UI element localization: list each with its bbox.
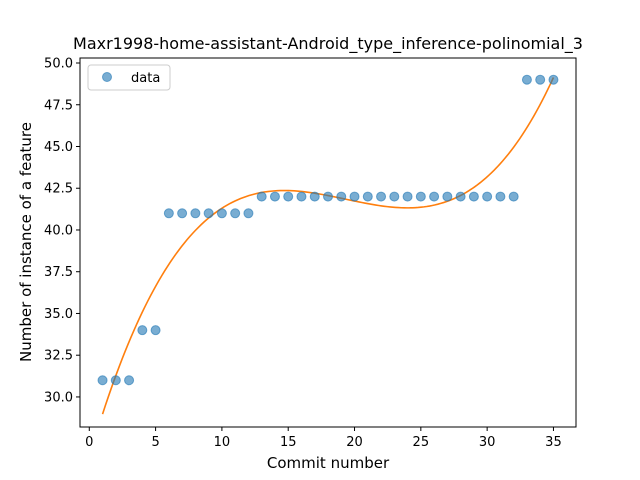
data-point: [482, 191, 493, 202]
data-point: [495, 191, 506, 202]
data-point: [283, 191, 294, 202]
data-point: [97, 375, 108, 386]
data-point: [177, 208, 188, 219]
data-point: [508, 191, 519, 202]
data-point: [150, 325, 161, 336]
data-point: [323, 191, 333, 202]
data-point: [163, 208, 174, 219]
data-point: [296, 191, 307, 202]
x-tick-label: 20: [346, 435, 363, 450]
x-axis-label: Commit number: [267, 454, 390, 472]
y-tick-label: 42.5: [44, 182, 73, 197]
plot-area: [97, 74, 559, 415]
x-tick-label: 5: [151, 435, 159, 450]
y-axis: 30.0 32.5 35.0 37.5 40.0 42.5 45.0 47.5 50.0: [44, 57, 80, 405]
data-point: [124, 375, 135, 386]
data-point: [521, 74, 532, 85]
fit-line: [101, 77, 555, 415]
data-point: [203, 208, 214, 219]
data-point: [362, 191, 373, 202]
data-point: [535, 74, 546, 85]
data-point: [269, 191, 280, 202]
data-point: [243, 208, 254, 219]
data-point: [455, 191, 466, 202]
data-point: [389, 191, 400, 202]
y-tick-label: 45.0: [44, 140, 73, 155]
y-tick-label: 47.5: [44, 98, 73, 113]
chart-title: Maxr1998-home-assistant-Android_type_inf…: [73, 34, 583, 54]
legend-box: [87, 64, 171, 91]
data-point: [548, 74, 559, 85]
data-point: [137, 325, 148, 336]
x-tick-label: 10: [214, 435, 231, 450]
data-point: [415, 191, 426, 202]
data-point: [336, 191, 347, 202]
data-point: [349, 191, 360, 202]
x-tick-label: 15: [280, 435, 297, 450]
data-point: [110, 375, 121, 386]
legend: data: [87, 64, 171, 91]
y-tick-label: 50.0: [44, 57, 73, 72]
y-axis-label: Number of instance of a feature: [17, 122, 35, 362]
data-point: [468, 191, 479, 202]
x-tick-label: 35: [545, 435, 562, 450]
data-point: [309, 191, 320, 202]
axes-frame: [79, 57, 577, 428]
data-point: [442, 191, 453, 202]
data-point: [216, 208, 227, 219]
x-tick-label: 0: [85, 435, 93, 450]
data-point: [429, 191, 440, 202]
y-tick-label: 30.0: [44, 390, 73, 405]
x-tick-label: 30: [479, 435, 496, 450]
y-tick-label: 32.5: [44, 349, 73, 364]
y-tick-label: 40.0: [44, 223, 73, 238]
x-tick-label: 25: [413, 435, 430, 450]
legend-label-data: data: [131, 71, 160, 86]
y-tick-label: 37.5: [44, 265, 73, 280]
data-point: [376, 191, 387, 202]
y-tick-label: 35.0: [44, 307, 73, 322]
data-point: [230, 208, 241, 219]
data-point: [256, 191, 267, 202]
x-axis: 0 5 10 15 20 25 30 35: [85, 427, 562, 450]
data-point: [190, 208, 201, 219]
legend-marker-data: [102, 72, 112, 82]
data-point: [402, 191, 413, 202]
